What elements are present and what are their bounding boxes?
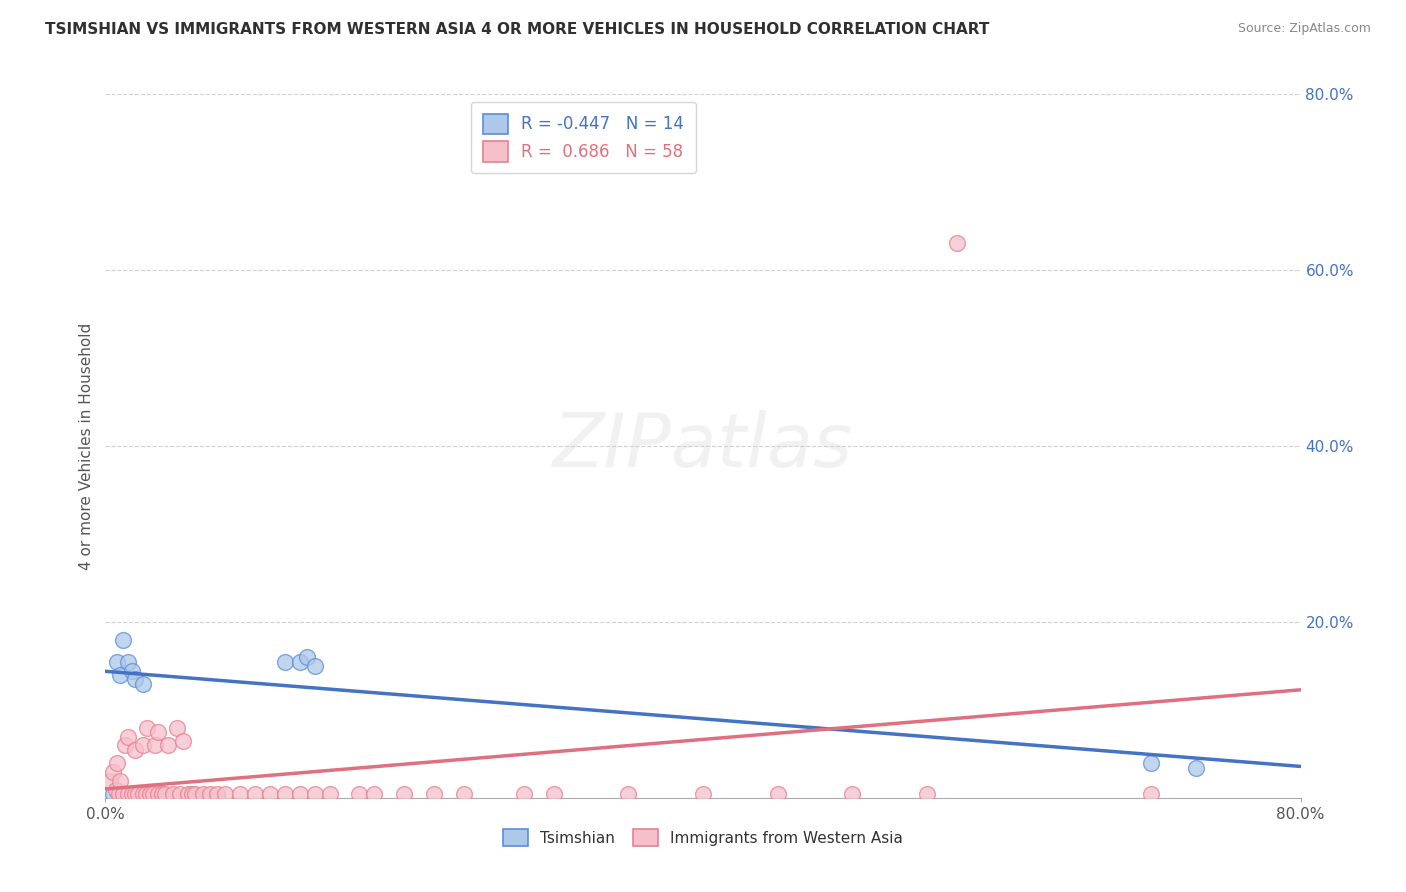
Point	[162, 787, 184, 801]
Point	[136, 721, 159, 735]
Point	[304, 787, 326, 801]
Point	[273, 787, 295, 801]
Point	[143, 739, 166, 753]
Point	[692, 787, 714, 801]
Point	[110, 773, 132, 788]
Legend: Tsimshian, Immigrants from Western Asia: Tsimshian, Immigrants from Western Asia	[496, 822, 910, 855]
Point	[166, 721, 188, 735]
Point	[766, 787, 789, 801]
Point	[157, 739, 180, 753]
Point	[132, 739, 155, 753]
Point	[104, 782, 127, 797]
Point	[363, 787, 385, 801]
Point	[121, 787, 143, 801]
Point	[214, 787, 236, 801]
Point	[135, 787, 157, 801]
Point	[124, 787, 146, 801]
Point	[423, 787, 446, 801]
Point	[112, 632, 135, 647]
Point	[1140, 787, 1163, 801]
Point	[198, 787, 221, 801]
Point	[112, 787, 135, 801]
Point	[841, 787, 863, 801]
Point	[139, 787, 162, 801]
Point	[117, 787, 139, 801]
Point	[273, 655, 295, 669]
Point	[169, 787, 191, 801]
Point	[108, 787, 131, 801]
Text: TSIMSHIAN VS IMMIGRANTS FROM WESTERN ASIA 4 OR MORE VEHICLES IN HOUSEHOLD CORREL: TSIMSHIAN VS IMMIGRANTS FROM WESTERN ASI…	[45, 22, 990, 37]
Point	[142, 787, 165, 801]
Point	[1140, 756, 1163, 770]
Point	[117, 655, 139, 669]
Point	[124, 743, 146, 757]
Point	[318, 787, 340, 801]
Point	[114, 739, 136, 753]
Point	[513, 787, 536, 801]
Point	[176, 787, 198, 801]
Point	[124, 673, 146, 687]
Point	[121, 664, 143, 678]
Point	[181, 787, 204, 801]
Point	[98, 773, 121, 788]
Point	[184, 787, 207, 801]
Point	[101, 764, 124, 779]
Point	[915, 787, 938, 801]
Point	[394, 787, 416, 801]
Point	[107, 756, 129, 770]
Point	[259, 787, 281, 801]
Point	[1185, 760, 1208, 774]
Text: ZIPatlas: ZIPatlas	[553, 410, 853, 482]
Point	[191, 787, 214, 801]
Point	[243, 787, 266, 801]
Point	[146, 725, 169, 739]
Point	[453, 787, 475, 801]
Point	[288, 655, 311, 669]
Point	[543, 787, 565, 801]
Point	[127, 787, 149, 801]
Point	[150, 787, 173, 801]
Point	[132, 787, 155, 801]
Text: Source: ZipAtlas.com: Source: ZipAtlas.com	[1237, 22, 1371, 36]
Point	[946, 236, 969, 251]
Point	[110, 668, 132, 682]
Point	[146, 787, 169, 801]
Point	[107, 655, 129, 669]
Point	[117, 730, 139, 744]
Point	[304, 659, 326, 673]
Point	[229, 787, 252, 801]
Point	[207, 787, 229, 801]
Point	[617, 787, 640, 801]
Point	[155, 787, 177, 801]
Point	[295, 650, 318, 665]
Point	[288, 787, 311, 801]
Point	[132, 677, 155, 691]
Point	[172, 734, 194, 748]
Y-axis label: 4 or more Vehicles in Household: 4 or more Vehicles in Household	[79, 322, 94, 570]
Point	[101, 787, 124, 801]
Point	[349, 787, 371, 801]
